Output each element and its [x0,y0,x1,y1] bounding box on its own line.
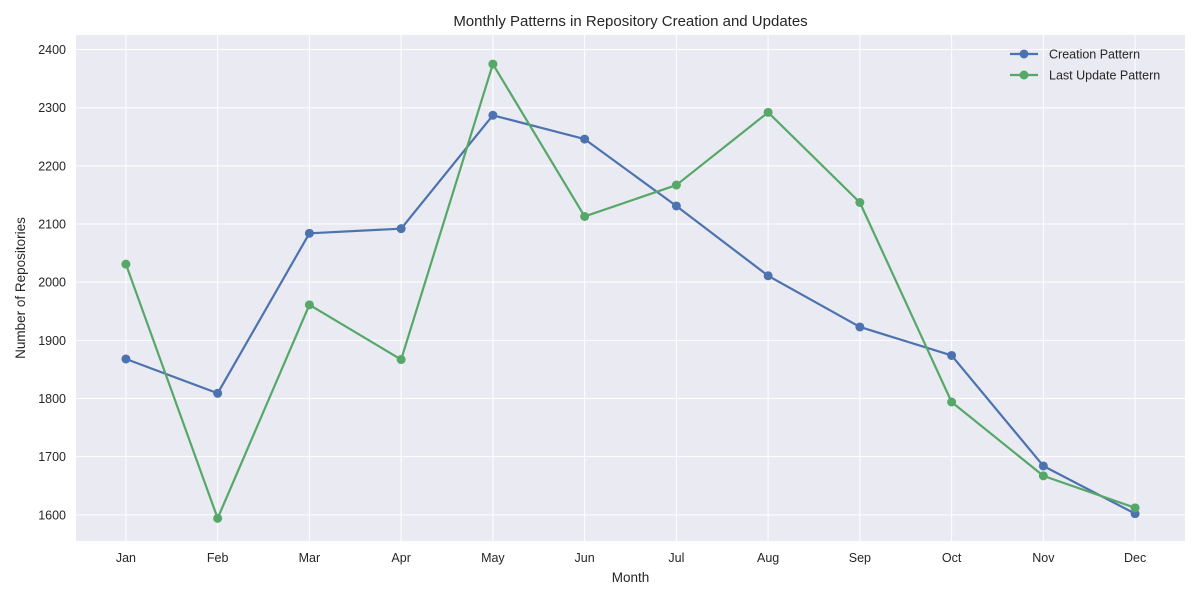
data-point [947,397,957,407]
grid-lines [76,35,1185,541]
data-point [121,354,131,364]
data-point [396,224,406,234]
data-point [304,300,314,310]
y-tick-label: 2000 [38,276,66,290]
data-point [947,350,957,360]
plot-area [76,35,1185,541]
data-point [671,180,681,190]
data-point [580,134,590,144]
legend-marker [1019,49,1029,59]
x-tick-label: May [481,551,505,565]
data-point [580,211,590,221]
series-last-update-pattern [121,59,1140,523]
y-tick-label: 2100 [38,218,66,232]
x-tick-label: Jan [116,551,136,565]
legend-marker [1019,70,1029,80]
series-creation-pattern [121,110,1140,519]
y-tick-label: 1600 [38,508,66,522]
data-point [671,201,681,211]
data-point [763,107,773,117]
legend-label: Creation Pattern [1049,48,1140,62]
data-point [763,271,773,281]
x-tick-label: Dec [1124,551,1146,565]
x-tick-label: Jul [668,551,684,565]
x-tick-label: Feb [207,551,229,565]
data-point [304,228,314,238]
series-layer [121,59,1140,523]
y-tick-label: 1800 [38,392,66,406]
y-tick-label: 2300 [38,101,66,115]
x-tick-label: Nov [1032,551,1055,565]
legend-item: Last Update Pattern [1010,69,1160,83]
x-tick-label: Sep [849,551,871,565]
data-point [488,59,498,69]
x-tick-label: Apr [391,551,410,565]
data-point [396,355,406,365]
chart-title: Monthly Patterns in Repository Creation … [453,13,807,30]
data-point [855,322,865,332]
y-tick-label: 2400 [38,43,66,57]
data-point [1038,461,1048,471]
y-tick-label: 1900 [38,334,66,348]
data-point [121,259,131,269]
legend-label: Last Update Pattern [1049,69,1160,83]
x-tick-label: Mar [299,551,321,565]
x-tick-label: Oct [942,551,962,565]
series-line [124,62,1136,520]
data-point [1130,503,1140,513]
series-line [125,114,1136,515]
y-tick-label: 1700 [38,450,66,464]
data-point [1038,471,1048,481]
legend: Creation Pattern Last Update Pattern [1010,48,1160,83]
data-point [213,513,223,523]
data-point [855,198,865,208]
y-tick-label: 2200 [38,159,66,173]
x-tick-label: Jun [575,551,595,565]
x-tick-label: Aug [757,551,779,565]
y-axis-label: Number of Repositories [13,217,28,359]
legend-item: Creation Pattern [1010,48,1140,62]
x-axis-label: Month [612,570,650,585]
data-point [488,110,498,120]
data-point [213,388,223,398]
tick-labels: 1600 1700 1800 1900 2000 2100 2200 2300 2400 Jan F… [38,43,1146,565]
